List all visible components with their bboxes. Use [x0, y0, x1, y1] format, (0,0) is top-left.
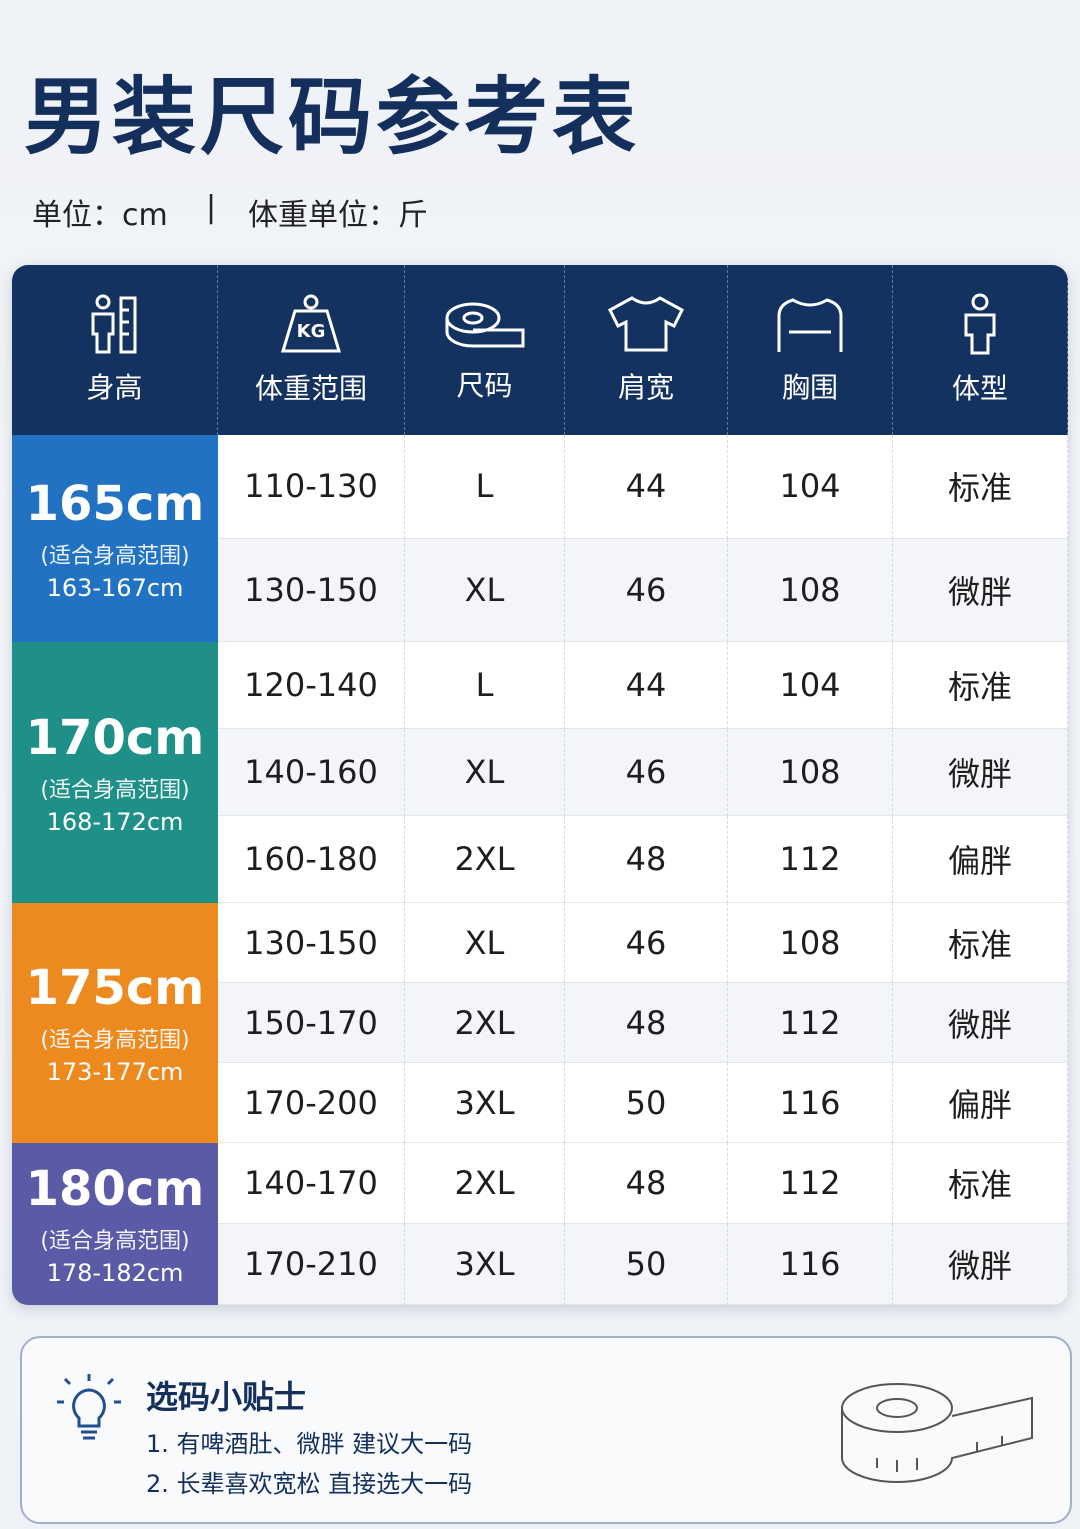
- table-cell: 标准: [893, 642, 1068, 729]
- height: 170cm: [25, 709, 205, 766]
- svg-text:KG: KG: [297, 321, 326, 342]
- table-cell: 微胖: [893, 729, 1068, 816]
- table-cell: 微胖: [893, 983, 1068, 1063]
- column-header: 胸围: [728, 265, 893, 435]
- shirt-icon: [608, 296, 684, 352]
- body-icon: [964, 293, 996, 355]
- table-cell: 2XL: [405, 816, 565, 903]
- height: 180cm: [25, 1161, 205, 1217]
- title: 男装尺码参考表: [24, 68, 641, 166]
- table-cell: 46: [565, 538, 728, 642]
- table-cell: 116: [728, 1224, 893, 1305]
- table-cell: 112: [728, 1143, 893, 1224]
- tape-head-icon: [445, 302, 524, 348]
- table-cell: XL: [405, 903, 565, 983]
- height-range: 163-167cm: [46, 573, 184, 602]
- table-cell: XL: [405, 538, 565, 642]
- table-header: 身高 KG 体重范围 尺码 肩宽 胸围 体型: [12, 265, 1068, 435]
- table-cell: 3XL: [405, 1224, 565, 1305]
- column-label: 肩宽: [617, 371, 674, 404]
- table-cell: 108: [728, 538, 893, 642]
- column-label: 体型: [951, 372, 1008, 405]
- column-label: 身高: [86, 371, 143, 404]
- size-table: 身高 KG 体重范围 尺码 肩宽 胸围 体型 165cm (适合身高范围) 163-167cm 1…: [12, 265, 1068, 1305]
- table-cell: 140-160: [218, 729, 405, 816]
- table-cell: 120-140: [218, 642, 405, 729]
- unit: 单位：cm: [32, 198, 168, 233]
- table-cell: 116: [728, 1063, 893, 1143]
- table-cell: XL: [405, 729, 565, 816]
- table-cell: 48: [565, 816, 728, 903]
- table-cell: 44: [565, 435, 728, 539]
- table-cell: L: [405, 642, 565, 729]
- column-label: 尺码: [456, 369, 513, 402]
- column-header: 体型: [893, 265, 1068, 435]
- weight-icon: KG: [280, 294, 342, 353]
- table-cell: 104: [728, 642, 893, 729]
- table-cell: 标准: [893, 1143, 1068, 1224]
- height-group: 175cm (适合身高范围) 173-177cm: [12, 903, 218, 1143]
- table-cell: 110-130: [218, 435, 405, 539]
- separator: |: [206, 190, 217, 225]
- table-cell: 50: [565, 1224, 728, 1305]
- table-cell: 108: [728, 903, 893, 983]
- table-cell: 170-210: [218, 1224, 405, 1305]
- tips-box: 选码小贴士 1. 有啤酒肚、微胖 建议大一码 2. 长辈喜欢宽松 直接选大一码: [20, 1336, 1072, 1524]
- table-cell: 标准: [893, 435, 1068, 539]
- height-note: (适合身高范围): [40, 777, 190, 803]
- table-cell: 50: [565, 1063, 728, 1143]
- weight-unit: 体重单位：斤: [248, 198, 428, 233]
- height-group: 180cm (适合身高范围) 178-182cm: [12, 1143, 218, 1305]
- tape-icon: [841, 1383, 1033, 1483]
- table-cell: 150-170: [218, 983, 405, 1063]
- height-range: 178-182cm: [46, 1259, 184, 1287]
- table-cell: 104: [728, 435, 893, 539]
- table-cell: 160-180: [218, 816, 405, 903]
- column-header: 肩宽: [565, 265, 728, 435]
- column-label: 体重范围: [254, 372, 367, 405]
- chest-icon: [777, 298, 843, 352]
- table-cell: 偏胖: [893, 816, 1068, 903]
- table-cell: 48: [565, 1143, 728, 1224]
- column-label: 胸围: [781, 371, 838, 404]
- table-cell: 112: [728, 816, 893, 903]
- table-cell: 2XL: [405, 983, 565, 1063]
- table-cell: 108: [728, 729, 893, 816]
- height-icon: [91, 294, 136, 354]
- table-cell: 微胖: [893, 538, 1068, 642]
- table-cell: 偏胖: [893, 1063, 1068, 1143]
- height-group: 165cm (适合身高范围) 163-167cm: [12, 435, 218, 642]
- tip-item: 2. 长辈喜欢宽松 直接选大一码: [146, 1470, 473, 1498]
- table-cell: 140-170: [218, 1143, 405, 1224]
- table-cell: 2XL: [405, 1143, 565, 1224]
- height-group: 170cm (适合身高范围) 168-172cm: [12, 642, 218, 903]
- height-note: (适合身高范围): [40, 1229, 190, 1254]
- height-range: 173-177cm: [46, 1058, 184, 1086]
- height-note: (适合身高范围): [40, 1028, 190, 1053]
- table-cell: 130-150: [218, 538, 405, 642]
- bulb-icon: [57, 1374, 121, 1440]
- height-note: (适合身高范围): [40, 543, 190, 569]
- table-cell: 48: [565, 983, 728, 1063]
- column-header: 身高: [12, 265, 218, 435]
- table-cell: 标准: [893, 903, 1068, 983]
- table-cell: 46: [565, 903, 728, 983]
- table-cell: 微胖: [893, 1224, 1068, 1305]
- table-cell: 44: [565, 642, 728, 729]
- table-cell: 130-150: [218, 903, 405, 983]
- height: 175cm: [25, 960, 205, 1016]
- height-range: 168-172cm: [46, 807, 184, 836]
- height: 165cm: [25, 475, 205, 532]
- tips-title: 选码小贴士: [146, 1378, 307, 1416]
- column-header: 尺码: [405, 265, 565, 435]
- table-cell: 170-200: [218, 1063, 405, 1143]
- table-cell: L: [405, 435, 565, 539]
- tip-item: 1. 有啤酒肚、微胖 建议大一码: [146, 1430, 473, 1458]
- table-cell: 112: [728, 983, 893, 1063]
- table-cell: 46: [565, 729, 728, 816]
- column-header: KG 体重范围: [218, 265, 405, 435]
- table-cell: 3XL: [405, 1063, 565, 1143]
